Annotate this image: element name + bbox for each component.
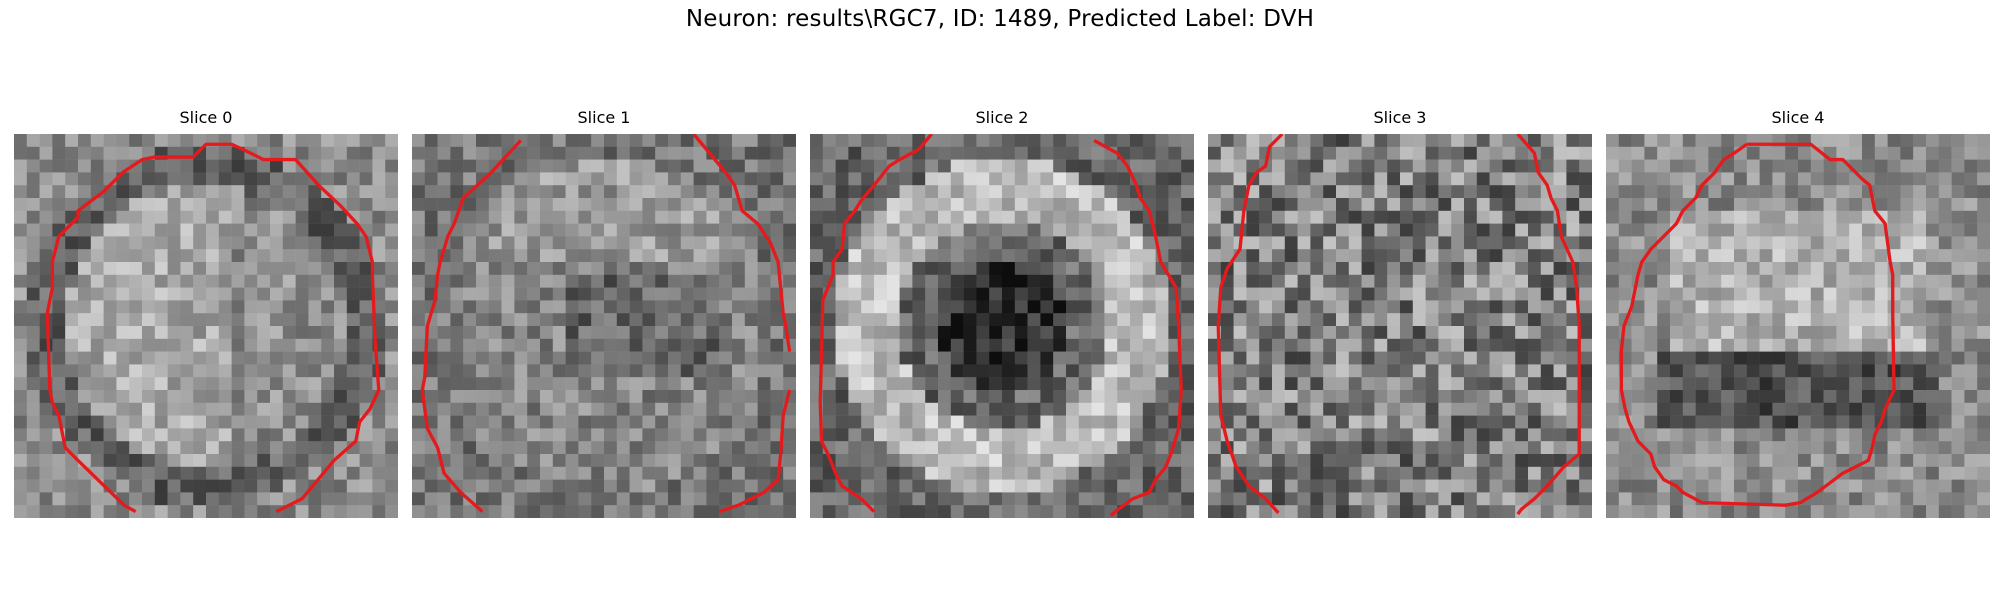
cell-outline-right: [692, 134, 792, 352]
slice-image-0: [14, 134, 398, 518]
slice-panel-0: Slice 0: [14, 107, 398, 518]
slice-image-3: [1208, 134, 1592, 518]
cell-outline: [1619, 142, 1896, 507]
slice-panel-2: Slice 2: [810, 107, 1194, 518]
slice-title: Slice 1: [577, 108, 631, 127]
slice-image-2: [810, 134, 1194, 518]
slice-title: Slice 2: [975, 108, 1029, 127]
grayscale-pixels: [1606, 134, 1990, 518]
slice-image-1: [412, 134, 796, 518]
cell-outline: [818, 134, 933, 513]
figure-title: Neuron: results\RGC7, ID: 1489, Predicte…: [685, 6, 1315, 32]
slice-title: Slice 0: [179, 108, 233, 127]
grayscale-pixels: [1208, 134, 1592, 518]
slice-title: Slice 4: [1771, 108, 1825, 127]
cell-outline-right: [1093, 138, 1183, 517]
cell-outline-lower-right: [718, 389, 792, 514]
cell-outline-left: [1216, 134, 1284, 514]
grayscale-pixels: [14, 134, 398, 518]
slice-panel-3: Slice 3: [1208, 107, 1592, 518]
slice-panel-4: Slice 4: [1606, 107, 1990, 518]
grayscale-pixels: [810, 134, 1194, 518]
slice-title: Slice 3: [1373, 108, 1427, 127]
cell-outline: [45, 142, 381, 514]
slice-panel-1: Slice 1: [412, 107, 796, 518]
cell-outline-right: [1516, 134, 1581, 516]
cell-outline-left: [420, 139, 523, 513]
slice-image-4: [1606, 134, 1990, 518]
